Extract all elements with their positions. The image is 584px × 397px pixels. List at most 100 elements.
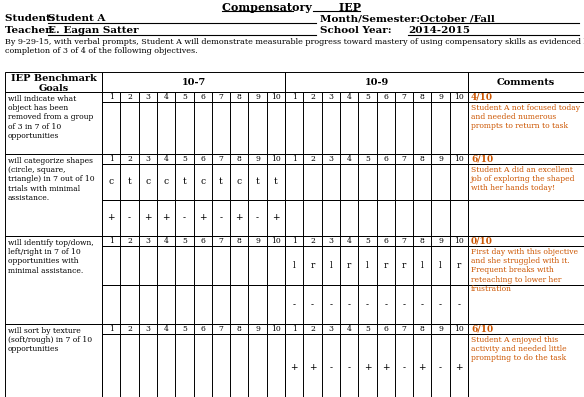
- Text: 6: 6: [200, 325, 205, 333]
- Text: 7: 7: [402, 237, 406, 245]
- Text: 5: 5: [182, 93, 187, 101]
- Bar: [285, 236, 468, 246]
- Text: +: +: [199, 214, 206, 222]
- Text: 9: 9: [255, 325, 260, 333]
- Text: -: -: [256, 214, 259, 222]
- Text: Student A did an excellent
job of exploring the shaped
with her hands today!: Student A did an excellent job of explor…: [471, 166, 575, 193]
- Bar: [285, 285, 468, 324]
- Text: 1: 1: [109, 93, 113, 101]
- Text: 3: 3: [328, 155, 333, 163]
- Bar: [102, 102, 285, 154]
- Text: 7: 7: [402, 325, 406, 333]
- Text: 6/10: 6/10: [471, 325, 493, 334]
- Text: Student A not focused today
and needed numerous
prompts to return to task: Student A not focused today and needed n…: [471, 104, 580, 130]
- Text: 6/10: 6/10: [471, 155, 493, 164]
- Text: 10: 10: [271, 155, 281, 163]
- Text: 2: 2: [310, 93, 315, 101]
- Text: 5: 5: [365, 93, 370, 101]
- Bar: [102, 72, 285, 92]
- Bar: [102, 164, 285, 200]
- Text: 5: 5: [365, 155, 370, 163]
- Text: 10: 10: [454, 237, 464, 245]
- Text: -: -: [220, 214, 223, 222]
- Text: -: -: [420, 300, 424, 309]
- Text: 6: 6: [200, 155, 205, 163]
- Text: 7: 7: [218, 237, 224, 245]
- Bar: [5, 72, 102, 92]
- Text: 6: 6: [200, 237, 205, 245]
- Text: -: -: [183, 214, 186, 222]
- Text: r: r: [347, 261, 351, 270]
- Text: +: +: [382, 364, 390, 372]
- Text: First day with this objective
and she struggled with it.
Frequent breaks with
re: First day with this objective and she st…: [471, 248, 578, 293]
- Text: 2014-2015: 2014-2015: [408, 26, 470, 35]
- Text: 7: 7: [218, 93, 224, 101]
- Bar: [102, 92, 285, 102]
- Text: Comments: Comments: [497, 78, 555, 87]
- Bar: [285, 246, 468, 285]
- Bar: [285, 164, 468, 200]
- Bar: [285, 334, 468, 397]
- Text: -: -: [439, 300, 442, 309]
- Bar: [468, 92, 584, 102]
- Bar: [285, 200, 468, 236]
- Text: 1: 1: [292, 93, 297, 101]
- Text: -: -: [329, 364, 332, 372]
- Text: 8: 8: [420, 155, 425, 163]
- Text: t: t: [182, 177, 186, 187]
- Bar: [102, 324, 285, 334]
- Text: 10: 10: [271, 237, 281, 245]
- Text: 5: 5: [182, 325, 187, 333]
- Bar: [285, 324, 468, 334]
- Text: 2: 2: [127, 325, 132, 333]
- Bar: [468, 236, 584, 246]
- Text: 3: 3: [145, 93, 150, 101]
- Text: 2: 2: [310, 237, 315, 245]
- Text: 9: 9: [438, 155, 443, 163]
- Text: r: r: [384, 261, 388, 270]
- Text: r: r: [310, 261, 315, 270]
- Text: 3: 3: [328, 237, 333, 245]
- Bar: [468, 200, 584, 236]
- Text: 8: 8: [237, 155, 242, 163]
- Text: l: l: [439, 261, 442, 270]
- Text: 3: 3: [328, 93, 333, 101]
- Text: -: -: [366, 300, 369, 309]
- Text: l: l: [293, 261, 296, 270]
- Text: +: +: [419, 364, 426, 372]
- Text: -: -: [439, 364, 442, 372]
- Text: c: c: [200, 177, 205, 187]
- Text: 5: 5: [365, 237, 370, 245]
- Text: +: +: [144, 214, 151, 222]
- Text: 2: 2: [127, 237, 132, 245]
- Bar: [285, 154, 468, 164]
- Text: Student A: Student A: [48, 14, 105, 23]
- Text: 10: 10: [454, 93, 464, 101]
- Text: 2: 2: [310, 155, 315, 163]
- Text: -: -: [384, 300, 387, 309]
- Text: l: l: [366, 261, 369, 270]
- Text: c: c: [164, 177, 169, 187]
- Text: 9: 9: [438, 237, 443, 245]
- Text: 6: 6: [383, 237, 388, 245]
- Text: Student A enjoyed this
activity and needed little
prompting to do the task: Student A enjoyed this activity and need…: [471, 336, 566, 362]
- Bar: [468, 334, 584, 397]
- Bar: [468, 154, 584, 164]
- Bar: [468, 285, 584, 324]
- Text: 10-7: 10-7: [182, 78, 206, 87]
- Text: 7: 7: [402, 93, 406, 101]
- Text: +: +: [290, 364, 298, 372]
- Text: 10: 10: [454, 155, 464, 163]
- Text: will categorize shapes
(circle, square,
triangle) in 7 out of 10
trials with min: will categorize shapes (circle, square, …: [8, 157, 95, 202]
- Text: +: +: [162, 214, 170, 222]
- Bar: [285, 92, 468, 102]
- Bar: [102, 200, 285, 236]
- Text: 5: 5: [182, 155, 187, 163]
- Text: -: -: [347, 300, 350, 309]
- Text: 9: 9: [255, 237, 260, 245]
- Text: +: +: [235, 214, 243, 222]
- Text: Compensatory       IEP: Compensatory IEP: [223, 2, 361, 13]
- Text: 4: 4: [164, 155, 169, 163]
- Text: 4: 4: [347, 155, 352, 163]
- Text: 1: 1: [292, 325, 297, 333]
